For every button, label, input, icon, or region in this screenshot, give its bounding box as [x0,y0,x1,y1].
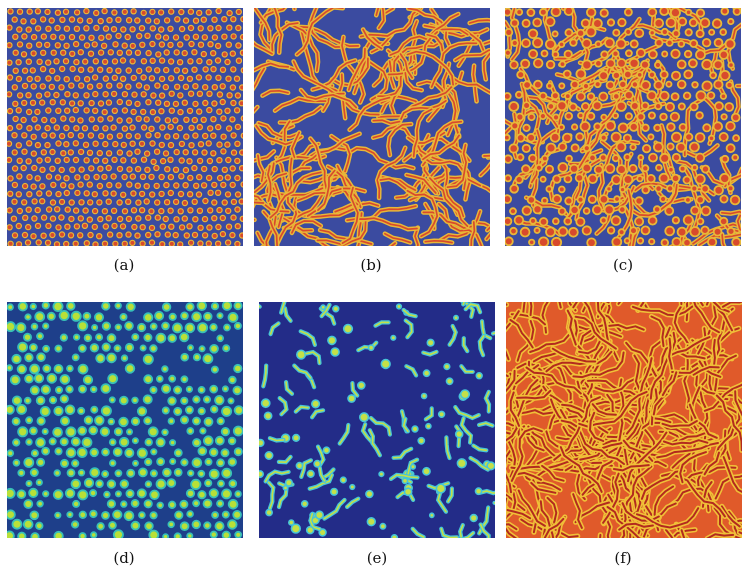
panel-a-pattern [7,8,243,246]
panel-f-image [506,302,742,538]
panel-e-image [259,302,495,538]
panel-c-caption: (c) [612,256,634,274]
panel-e-pattern [259,302,495,538]
panel-c-pattern [505,8,741,246]
panel-b-caption: (b) [360,256,382,274]
panel-d-pattern [7,302,243,538]
panel-a-image [7,8,243,246]
panel-a-caption: (a) [113,256,135,274]
panel-b-pattern [254,8,490,246]
panel-b-image [254,8,490,246]
panel-f-pattern [506,302,742,538]
panel-d-image [7,302,243,538]
panel-e-caption: (e) [366,549,388,567]
panel-d-caption: (d) [113,549,135,567]
panel-c-image [505,8,741,246]
panel-f-caption: (f) [614,549,632,567]
